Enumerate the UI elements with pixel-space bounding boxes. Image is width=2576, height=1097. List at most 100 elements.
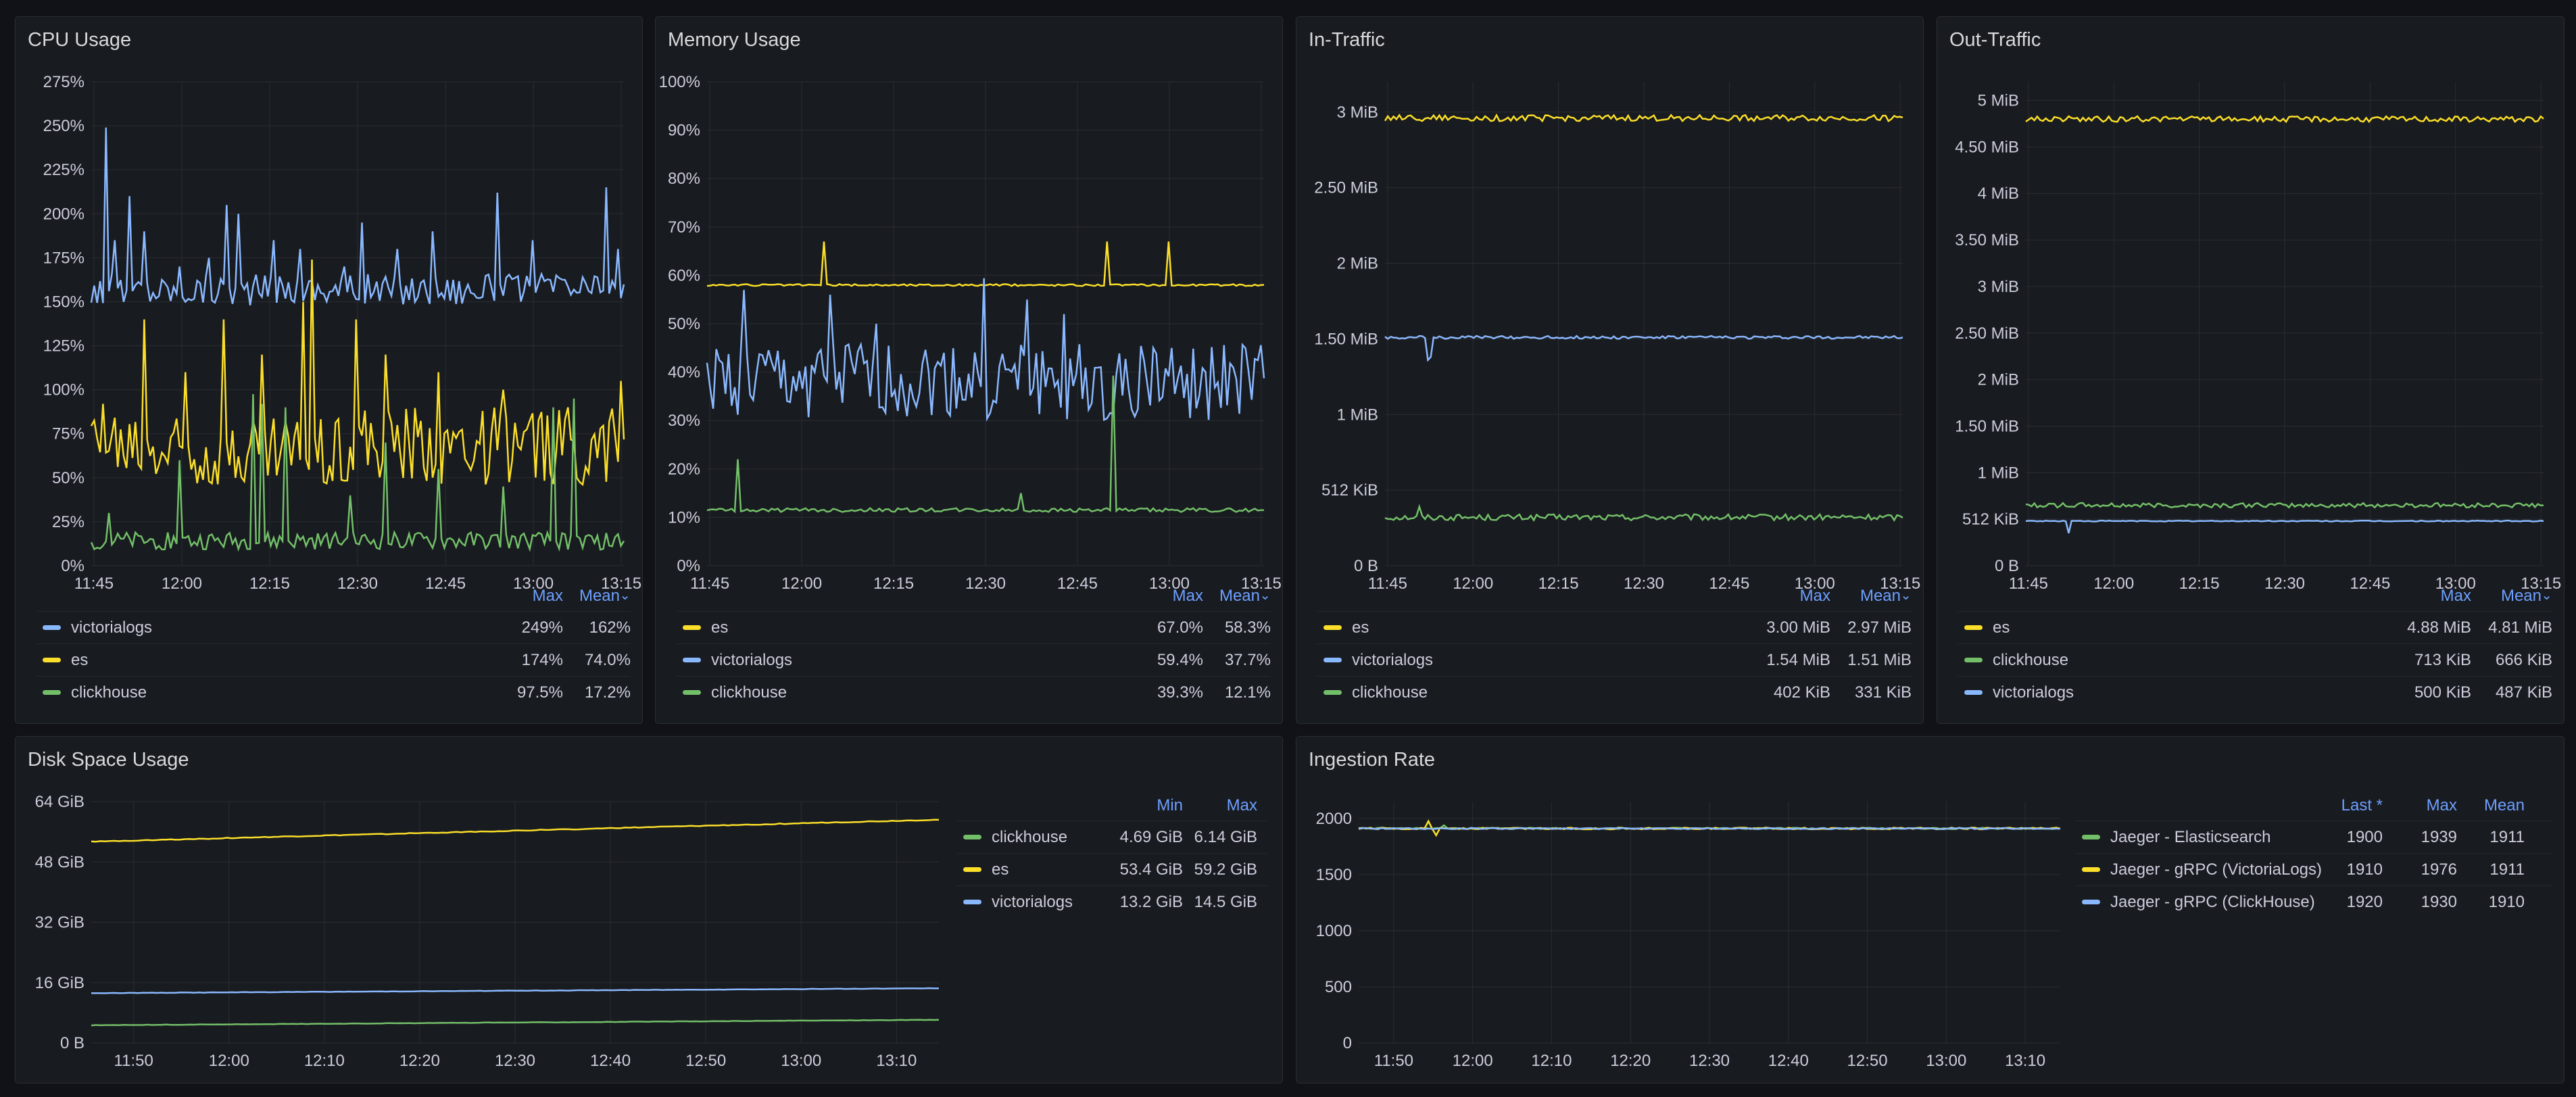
memory-usage-legend: Max ⌄ Mean es 67.0% 58.3% victorialogs 59.4% 37.… (676, 587, 1271, 715)
y-tick-label: 2.50 MiB (1314, 179, 1378, 197)
legend-row[interactable]: clickhouse 713 KiB 666 KiB (1958, 643, 2552, 677)
legend-series-name[interactable]: es (1993, 618, 2010, 637)
x-tick-label: 13:10 (2005, 1052, 2045, 1070)
chevron-down-icon[interactable]: ⌄ (1900, 588, 1912, 603)
legend-row[interactable]: es 53.4 GiB 59.2 GiB (956, 853, 1267, 886)
legend-column-max[interactable]: Max (532, 587, 563, 605)
legend-column-max[interactable]: Max (2426, 796, 2457, 814)
legend-row[interactable]: victorialogs 1.54 MiB 1.51 MiB (1317, 643, 1912, 677)
panel-title[interactable]: Ingestion Rate (1309, 749, 1436, 771)
legend-row[interactable]: victorialogs 13.2 GiB 14.5 GiB (956, 885, 1267, 919)
legend-row[interactable]: Jaeger - gRPC (VictoriaLogs) 1910 1976 1911 (2075, 853, 2552, 886)
in-traffic-chart[interactable]: 0 B 512 KiB 1 MiB 1.50 MiB 2 MiB 2.50 MiB 3 Mi… (1296, 17, 1924, 605)
legend-row[interactable]: victorialogs 249% 162% (36, 611, 631, 644)
disk-space-usage-chart[interactable]: 0 B 16 GiB 32 GiB 48 GiB 64 GiB 11:50 12:00 12:… (16, 737, 955, 1083)
out-traffic-chart[interactable]: 0 B 512 KiB 1 MiB 1.50 MiB 2 MiB 2.50 MiB 3 Mi… (1937, 17, 2565, 605)
legend-series-name[interactable]: Jaeger - gRPC (VictoriaLogs) (2110, 860, 2323, 879)
x-tick-label: 12:15 (249, 575, 290, 593)
x-tick-label: 11:50 (114, 1052, 153, 1070)
legend-color-swatch (1964, 690, 1983, 695)
memory-usage-chart[interactable]: 0% 10% 20% 30% 40% 50% 60% 70% 80% 90% 100% 11:45 12… (656, 17, 1283, 605)
x-tick-label: 12:00 (209, 1052, 249, 1070)
legend-series-name[interactable]: victorialogs (71, 618, 153, 637)
legend-row[interactable]: clickhouse 97.5% 17.2% (36, 676, 631, 709)
y-tick-label: 512 KiB (1962, 510, 2019, 529)
legend-value: 17.2% (584, 683, 631, 702)
y-tick-label: 1.50 MiB (1314, 330, 1378, 348)
legend-series-name[interactable]: clickhouse (711, 683, 787, 702)
legend-row[interactable]: victorialogs 500 KiB 487 KiB (1958, 676, 2552, 709)
legend-column-mean[interactable]: Mean (579, 587, 620, 605)
legend-row[interactable]: clickhouse 4.69 GiB 6.14 GiB (956, 821, 1267, 854)
legend-column-max[interactable]: Max (1226, 796, 1257, 814)
y-tick-label: 5 MiB (1978, 92, 2019, 110)
legend-column-mean[interactable]: Mean (1860, 587, 1901, 605)
legend-row[interactable]: es 4.88 MiB 4.81 MiB (1958, 611, 2552, 644)
legend-series-name[interactable]: es (711, 618, 729, 637)
y-tick-label: 0% (61, 557, 84, 575)
legend-series-name[interactable]: victorialogs (1993, 683, 2074, 702)
legend-row[interactable]: clickhouse 402 KiB 331 KiB (1317, 676, 1912, 709)
legend-row[interactable]: es 174% 74.0% (36, 643, 631, 677)
panel-title[interactable]: In-Traffic (1309, 29, 1385, 51)
chevron-down-icon[interactable]: ⌄ (619, 588, 631, 603)
legend-series-name[interactable]: es (992, 860, 1009, 879)
legend-value: 331 KiB (1854, 683, 1912, 702)
legend-column-mean[interactable]: Mean (2500, 587, 2542, 605)
legend-color-swatch (2082, 900, 2100, 904)
series-line-victorialogs (91, 987, 940, 994)
legend-series-name[interactable]: es (71, 651, 89, 669)
legend-column-mean[interactable]: Mean (1219, 587, 1260, 605)
legend-row[interactable]: clickhouse 39.3% 12.1% (676, 676, 1271, 709)
y-tick-label: 50% (52, 469, 84, 487)
y-tick-label: 1500 (1316, 866, 1352, 884)
legend-row[interactable]: es 3.00 MiB 2.97 MiB (1317, 611, 1912, 644)
legend-column-max[interactable]: Max (1172, 587, 1203, 605)
legend-row[interactable]: Jaeger - gRPC (ClickHouse) 1920 1930 1910 (2075, 885, 2552, 919)
chevron-down-icon[interactable]: ⌄ (2541, 588, 2552, 603)
x-tick-label: 11:50 (1374, 1052, 1413, 1070)
y-tick-label: 0 B (1995, 557, 2019, 575)
legend-value: 1910 (2488, 893, 2525, 911)
legend-column-last[interactable]: Last * (2341, 796, 2383, 814)
legend-series-name[interactable]: victorialogs (711, 651, 793, 669)
legend-series-name[interactable]: clickhouse (1352, 683, 1428, 702)
x-tick-label: 12:40 (590, 1052, 631, 1070)
legend-series-name[interactable]: clickhouse (992, 828, 1068, 846)
legend-series-name[interactable]: Jaeger - Elasticsearch (2110, 828, 2271, 846)
legend-column-max[interactable]: Max (1799, 587, 1830, 605)
chevron-down-icon[interactable]: ⌄ (1259, 588, 1271, 603)
legend-column-max[interactable]: Max (2440, 587, 2471, 605)
legend-value: 1910 (2346, 860, 2383, 879)
ingestion-rate-chart[interactable]: 0 500 1000 1500 2000 11:50 12:00 12:10 12:20 12:3… (1296, 737, 2074, 1083)
legend-series-name[interactable]: victorialogs (1352, 651, 1434, 669)
legend-header: Max ⌄ Mean (36, 587, 631, 611)
panel-title[interactable]: Disk Space Usage (28, 749, 189, 771)
legend-color-swatch (683, 658, 701, 662)
cpu-usage-chart[interactable]: 0% 25% 50% 75% 100% 125% 150% 175% 200% 225% 250% 2… (16, 17, 643, 605)
series-line-jaeger-grpc-clickhouse- (1358, 827, 2061, 830)
panel-title[interactable]: CPU Usage (28, 29, 132, 51)
y-tick-label: 100% (43, 381, 84, 399)
disk-space-usage-legend: Min Max clickhouse 4.69 GiB 6.14 GiB es 53.4 G… (956, 796, 1267, 925)
x-tick-label: 13:00 (1795, 575, 1835, 593)
legend-series-name[interactable]: Jaeger - gRPC (ClickHouse) (2110, 893, 2315, 911)
legend-series-name[interactable]: es (1352, 618, 1369, 637)
legend-row[interactable]: Jaeger - Elasticsearch 1900 1939 1911 (2075, 821, 2552, 854)
ingestion-rate-panel: Ingestion Rate 0 500 1000 1500 2000 11:50 12:0… (1296, 736, 2565, 1083)
legend-color-swatch (43, 690, 61, 695)
panel-title[interactable]: Out-Traffic (1949, 29, 2041, 51)
legend-row[interactable]: victorialogs 59.4% 37.7% (676, 643, 1271, 677)
legend-row[interactable]: es 67.0% 58.3% (676, 611, 1271, 644)
panel-title[interactable]: Memory Usage (668, 29, 801, 51)
y-tick-label: 70% (668, 218, 700, 237)
legend-value: 58.3% (1224, 618, 1271, 637)
y-tick-label: 1.50 MiB (1955, 417, 2019, 435)
legend-series-name[interactable]: victorialogs (992, 893, 1073, 911)
legend-column-min[interactable]: Min (1157, 796, 1183, 814)
legend-series-name[interactable]: clickhouse (71, 683, 147, 702)
cpu-usage-panel: CPU Usage 0% 25% 50% 75% 100% 125% 150% 175% 200… (15, 16, 643, 724)
legend-series-name[interactable]: clickhouse (1993, 651, 2069, 669)
legend-column-mean[interactable]: Mean (2483, 796, 2525, 814)
legend-value: 53.4 GiB (1119, 860, 1183, 879)
